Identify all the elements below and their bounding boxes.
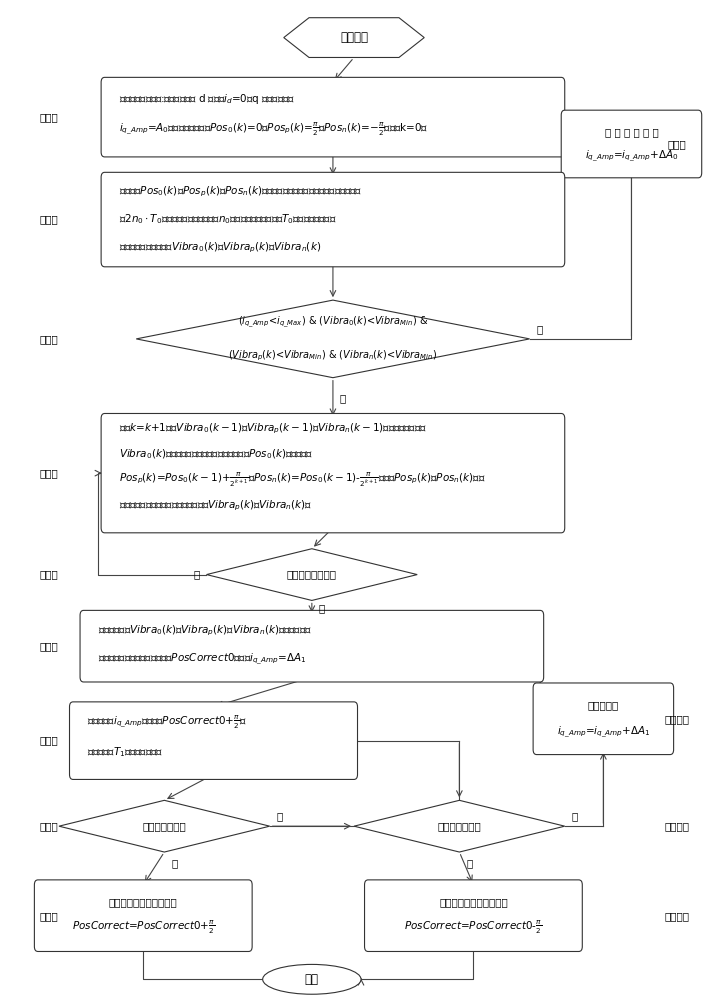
Text: 找出步骤四中$Vibra_0(k)$，$Vibra_p(k)$和$Vibra_n(k)$的最小值，将: 找出步骤四中$Vibra_0(k)$，$Vibra_p(k)$和$Vibra_n… (98, 624, 312, 638)
FancyBboxPatch shape (80, 610, 544, 682)
Text: 步骤八: 步骤八 (39, 736, 58, 746)
Text: 是: 是 (467, 858, 473, 868)
Text: 步骤三: 步骤三 (39, 334, 58, 344)
Text: 步骤四: 步骤四 (39, 468, 58, 478)
FancyBboxPatch shape (101, 413, 565, 533)
Text: 的电流矢量，并计算相应的位置波动量$Vibra_p(k)$和$Vibra_n(k)$。: 的电流矢量，并计算相应的位置波动量$Vibra_p(k)$和$Vibra_n(k… (119, 499, 312, 513)
Text: 获取转子初始位置修正值: 获取转子初始位置修正值 (109, 897, 178, 907)
FancyBboxPatch shape (365, 880, 582, 951)
Text: $i_{q\_Amp}$=$i_{q\_Amp}$+$\Delta A_0$: $i_{q\_Amp}$=$i_{q\_Amp}$+$\Delta A_0$ (585, 148, 678, 164)
Text: 步骤二: 步骤二 (39, 215, 58, 225)
FancyBboxPatch shape (533, 683, 673, 755)
Text: 步骤六: 步骤六 (39, 641, 58, 651)
FancyBboxPatch shape (69, 702, 358, 779)
Polygon shape (136, 300, 530, 378)
Polygon shape (59, 800, 270, 852)
Text: ($i_{q\_Amp}$<$i_{q\_Max}$) & ($Vibra_0(k)$<$Vibra_{Min}$) &: ($i_{q\_Amp}$<$i_{q\_Max}$) & ($Vibra_0(… (238, 314, 428, 330)
Text: 更 新 电 流 幅 值: 更 新 电 流 幅 值 (605, 127, 658, 137)
Text: 脉冲宽度为$T_1$的脉冲电流矢量: 脉冲宽度为$T_1$的脉冲电流矢量 (87, 746, 163, 759)
Text: 否: 否 (340, 393, 346, 403)
Text: $i_{q\_Amp}$=$i_{q\_Amp}$+$\Delta A_1$: $i_{q\_Amp}$=$i_{q\_Amp}$+$\Delta A_1$ (556, 725, 650, 740)
Text: 更新电流值: 更新电流值 (588, 700, 619, 710)
Text: 否: 否 (277, 811, 283, 821)
Text: 依次施加$Pos_0(k)$、$Pos_p(k)$和$Pos_n(k)$方向的电流矢量，每个电流矢量的作用时间: 依次施加$Pos_0(k)$、$Pos_p(k)$和$Pos_n(k)$方向的电… (119, 185, 362, 199)
Text: 获取转子初始位置修正值: 获取转子初始位置修正值 (439, 897, 508, 907)
Text: 是否顺时针旋转: 是否顺时针旋转 (142, 821, 186, 831)
Text: 是否满足精度要求: 是否满足精度要求 (287, 570, 337, 580)
Text: 是否逆时针旋转: 是否逆时针旋转 (438, 821, 481, 831)
Text: 为$2n_0\cdot T_0$（正负脉冲交替施加，各$n_0$次；每个脉冲的宽度为$T_0$）。计算每个电流: 为$2n_0\cdot T_0$（正负脉冲交替施加，各$n_0$次；每个脉冲的宽… (119, 213, 336, 226)
Text: 步骤七: 步骤七 (668, 139, 687, 149)
Text: 系统使能: 系统使能 (340, 31, 368, 44)
Text: $PosCorrect$=$PosCorrect0$+$\frac{\pi}{2}$: $PosCorrect$=$PosCorrect0$+$\frac{\pi}{2… (72, 919, 215, 936)
Text: 步骤九: 步骤九 (39, 821, 58, 831)
Text: 步骤五: 步骤五 (39, 570, 58, 580)
Text: 是: 是 (171, 858, 178, 868)
Text: 施加幅值为$i_{q\_Amp}$，相位为$PosCorrect0$+$\frac{\pi}{2}$，: 施加幅值为$i_{q\_Amp}$，相位为$PosCorrect0$+$\fra… (87, 714, 247, 731)
Text: 步骤十: 步骤十 (39, 911, 58, 921)
Text: $i_{q\_Amp}$=$A_0$，电流矢量的方向$Pos_0(k)$=0，$Pos_p(k)$=$\frac{\pi}{2}$，$Pos_n(k)$=$-\: $i_{q\_Amp}$=$A_0$，电流矢量的方向$Pos_0(k)$=0，$… (119, 121, 428, 138)
Polygon shape (207, 549, 417, 600)
Text: 其对应的电流矢量的方向赋值给$PosCorrect0$，并令$i_{q\_Amp}$=$\Delta A_1$: 其对应的电流矢量的方向赋值给$PosCorrect0$，并令$i_{q\_Amp… (98, 652, 306, 667)
FancyBboxPatch shape (101, 77, 565, 157)
Text: 结束: 结束 (305, 973, 319, 986)
Text: 否: 否 (572, 811, 578, 821)
Text: 是: 是 (319, 603, 325, 613)
Text: 初始化以下变量值:永磁同步电机 d 轴电流$i_d$=0，q 轴电流的幅值: 初始化以下变量值:永磁同步电机 d 轴电流$i_d$=0，q 轴电流的幅值 (119, 92, 295, 106)
Text: 步骤十一: 步骤十一 (665, 821, 690, 831)
Text: 否: 否 (193, 570, 200, 580)
Text: 步骤一: 步骤一 (39, 112, 58, 122)
Text: 步骤十二: 步骤十二 (665, 911, 690, 921)
Text: $Pos_p(k)$=$Pos_0(k-1)$+$\frac{\pi}{2^{k+1}}$，$Pos_n(k)$=$Pos_0(k-1)$-$\frac{\pi: $Pos_p(k)$=$Pos_0(k-1)$+$\frac{\pi}{2^{k… (119, 471, 485, 489)
Text: ($Vibra_p(k)$<$Vibra_{Min}$) & ($Vibra_n(k)$<$Vibra_{Min}$): ($Vibra_p(k)$<$Vibra_{Min}$) & ($Vibra_n… (228, 349, 438, 363)
Text: 步骤十三: 步骤十三 (665, 714, 690, 724)
Text: 是: 是 (537, 324, 543, 334)
FancyBboxPatch shape (561, 110, 702, 178)
Text: $Vibra_0(k)$，将其对应的电流矢量的方向赋值给$Pos_0(k)$；同时得到: $Vibra_0(k)$，将其对应的电流矢量的方向赋值给$Pos_0(k)$；同… (119, 447, 313, 461)
Polygon shape (354, 800, 565, 852)
Ellipse shape (263, 964, 361, 994)
Text: 更新$k$=$k$+1，将$Vibra_0(k-1)$，$Vibra_p(k-1)$和$Vibra_n(k-1)$中的最小值赋值给: 更新$k$=$k$+1，将$Vibra_0(k-1)$，$Vibra_p(k-1… (119, 421, 426, 436)
Text: $PosCorrect$=$PosCorrect0$-$\frac{\pi}{2}$: $PosCorrect$=$PosCorrect0$-$\frac{\pi}{2… (404, 919, 542, 936)
FancyBboxPatch shape (35, 880, 252, 951)
Polygon shape (284, 18, 424, 57)
Text: 矢量对应的位置波动：$Vibra_0(k)$，$Vibra_p(k)$，$Vibra_n(k)$: 矢量对应的位置波动：$Vibra_0(k)$，$Vibra_p(k)$，$Vib… (119, 240, 321, 255)
FancyBboxPatch shape (101, 172, 565, 267)
